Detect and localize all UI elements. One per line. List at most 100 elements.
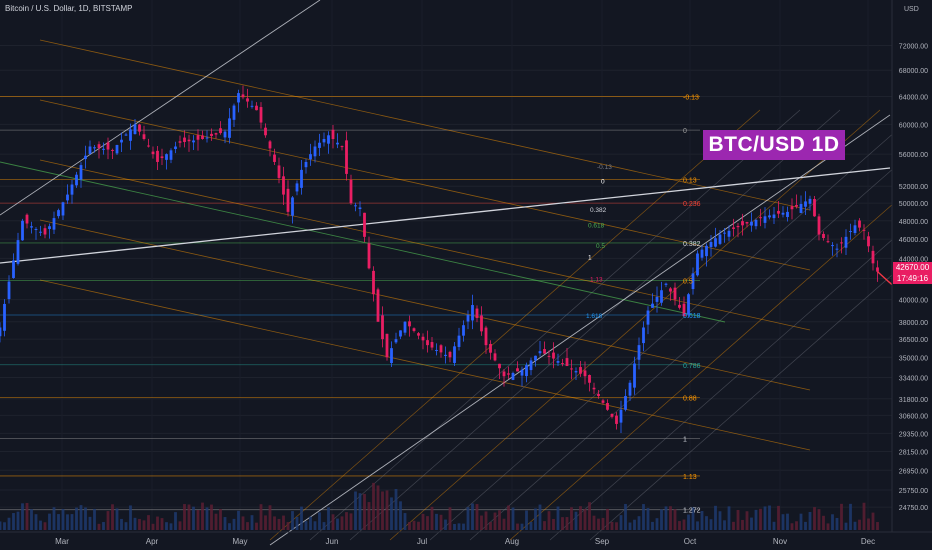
candle-body <box>61 202 65 216</box>
candle-body <box>741 221 744 226</box>
candlesticks <box>0 85 879 434</box>
candle-body <box>187 139 191 142</box>
volume-bar <box>39 520 42 530</box>
candle-body <box>664 283 668 285</box>
volume-bar <box>777 505 780 530</box>
candle-body <box>565 358 569 367</box>
candle-body <box>318 142 321 148</box>
volume-bar <box>651 521 654 530</box>
candle-body <box>241 94 245 98</box>
volume-bar <box>457 523 461 530</box>
volume-bar <box>840 503 843 530</box>
volume-bar <box>664 506 668 530</box>
descending-channel-line <box>39 279 811 451</box>
volume-bar <box>471 503 474 530</box>
candle-body <box>588 375 591 383</box>
volume-bar <box>196 510 200 530</box>
early-trend-line <box>0 0 321 216</box>
volume-bar <box>831 514 834 530</box>
candle-body <box>462 325 465 336</box>
candle-body <box>543 349 546 354</box>
volume-bar <box>754 509 758 530</box>
fib-labels: -0.13 0 0.13 0.236 0.382 0.5 0.618 0.786 0.88 1 1.… <box>586 94 701 514</box>
candle-body <box>97 144 101 149</box>
symbol-title: Bitcoin / U.S. Dollar, 1D, BITSTAMP <box>5 4 133 13</box>
volume-bar <box>795 521 798 530</box>
candle-body <box>147 145 150 147</box>
ascending-channel-line <box>389 109 881 541</box>
volume-bar <box>799 513 803 530</box>
candle-body <box>300 169 303 188</box>
last-price: 42670.00 <box>895 263 930 272</box>
inner-fib-label: 0.5 <box>596 243 605 250</box>
candle-body <box>444 354 447 356</box>
candle-body <box>88 146 92 154</box>
volume-bar <box>156 516 159 530</box>
price-tick-label: 25750.00 <box>899 488 928 495</box>
volume-bar <box>655 518 659 530</box>
candle-body <box>277 165 281 178</box>
volume-bar <box>700 510 704 530</box>
volume-bar <box>498 510 501 530</box>
volume-bar <box>160 518 164 530</box>
volume-bar <box>426 516 429 530</box>
volume-bar <box>565 517 569 530</box>
candle-body <box>295 183 299 192</box>
candle-body <box>480 315 483 332</box>
candle-body <box>718 234 722 244</box>
volume-bar <box>772 521 776 530</box>
volume-bar <box>732 521 735 530</box>
candle-body <box>201 135 204 139</box>
candle-body <box>115 144 119 154</box>
candle-body <box>151 151 155 155</box>
fib-label: 0.382 <box>683 241 701 248</box>
candle-body <box>106 142 110 150</box>
currency-label: USD <box>904 6 919 13</box>
candle-body <box>579 367 582 374</box>
descending-channel-line <box>39 219 811 391</box>
green-trend-line <box>0 161 726 323</box>
volume-bar <box>637 516 641 530</box>
volume-bar <box>237 510 240 530</box>
chart-badge: BTC/USD 1D <box>703 130 845 160</box>
candle-body <box>129 129 132 141</box>
volume-bar <box>538 504 542 530</box>
ascending-trend-line <box>269 114 891 546</box>
candle-body <box>331 129 335 139</box>
candle-body <box>417 333 420 336</box>
candle-body <box>484 327 488 346</box>
volume-bar <box>790 523 794 530</box>
volume-bar <box>516 523 519 530</box>
candle-body <box>732 227 735 229</box>
volume-bar <box>106 511 110 530</box>
volume-bar <box>822 515 825 530</box>
volume-bar <box>75 507 78 530</box>
volume-bar <box>174 512 177 530</box>
candle-body <box>21 220 24 241</box>
candle-body <box>408 321 411 327</box>
descending-channel-line <box>39 39 811 211</box>
fib-label: -0.13 <box>683 94 699 101</box>
horizontal-trend-line <box>0 167 891 264</box>
volume-bar <box>844 522 848 530</box>
ascending-channel-line <box>549 204 932 541</box>
candle-body <box>93 147 96 149</box>
candle-body <box>75 174 78 186</box>
inner-fib-label: 1.618 <box>586 313 603 320</box>
volume-bar <box>147 515 150 530</box>
candle-body <box>813 199 816 217</box>
volume-bar <box>48 513 51 530</box>
volume-bar <box>66 514 69 530</box>
volume-bar <box>682 519 686 530</box>
volume-bar <box>318 512 321 530</box>
candle-body <box>867 236 870 247</box>
candle-body <box>529 360 533 371</box>
candle-body <box>876 267 879 272</box>
candle-body <box>678 304 681 308</box>
volume-bar <box>264 515 267 530</box>
candle-body <box>34 228 38 230</box>
ascending-channel-line <box>509 169 932 541</box>
candle-body <box>273 154 276 162</box>
volume-bar <box>403 513 407 530</box>
